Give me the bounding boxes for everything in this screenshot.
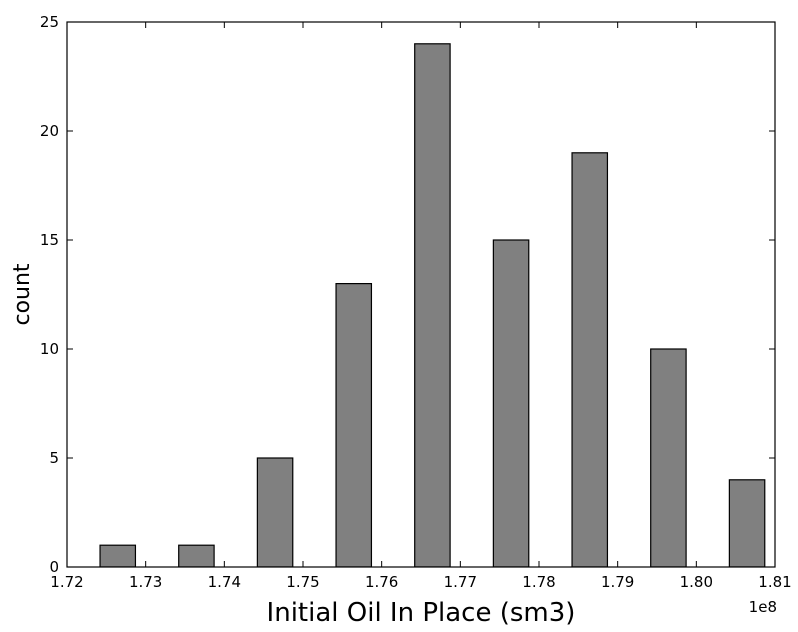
histogram-bar	[414, 43, 451, 567]
y-tick-label: 25	[40, 13, 59, 31]
x-tick-label: 1.72	[50, 573, 83, 591]
x-axis-label: Initial Oil In Place (sm3)	[267, 598, 576, 628]
y-axis-label: count	[10, 263, 35, 325]
histogram-bar	[335, 283, 373, 567]
x-tick-label: 1.76	[365, 573, 398, 591]
x-tick-label: 1.80	[680, 573, 713, 591]
ticks-group: 1.72 1.73 1.74 1.75 1.76 1.77 1.78 1.79 1.80 1.81…	[40, 13, 792, 591]
histogram-bar	[256, 457, 294, 567]
histogram-bar	[650, 348, 687, 567]
x-tick-label: 1.77	[444, 573, 477, 591]
y-tick-label: 10	[40, 340, 59, 358]
x-tick-label: 1.74	[208, 573, 241, 591]
x-tick-label: 1.79	[601, 573, 634, 591]
x-tick-label: 1.73	[129, 573, 162, 591]
x-tick-label: 1.81	[758, 573, 791, 591]
x-tick-label: 1.78	[522, 573, 555, 591]
y-tick-label: 20	[40, 122, 59, 140]
histogram-bar	[492, 239, 530, 567]
histogram-bar	[99, 544, 137, 567]
y-tick-label: 5	[49, 449, 59, 467]
x-offset-text: 1e8	[749, 598, 777, 616]
histogram-bar	[571, 152, 609, 567]
histogram-bar	[178, 544, 215, 567]
y-tick-label: 0	[49, 558, 59, 576]
bars-group	[99, 43, 766, 567]
histogram-bar	[728, 479, 766, 567]
y-tick-label: 15	[40, 231, 59, 249]
plot-frame	[66, 21, 776, 568]
x-tick-label: 1.75	[286, 573, 319, 591]
